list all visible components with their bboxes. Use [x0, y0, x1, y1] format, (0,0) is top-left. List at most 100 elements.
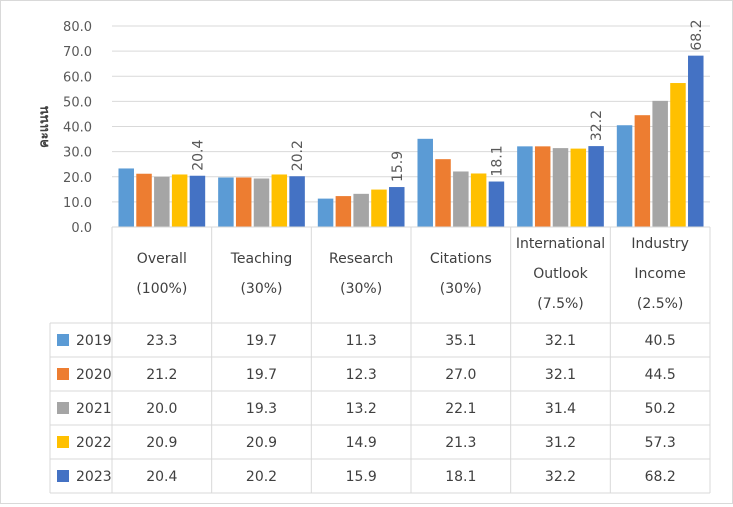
- bar-2019: [118, 168, 134, 227]
- table-value: 40.5: [645, 333, 676, 349]
- table-value: 22.1: [445, 401, 476, 417]
- table-value: 11.3: [346, 333, 377, 349]
- category-label: International: [516, 236, 605, 252]
- table-value: 20.9: [246, 435, 277, 451]
- bar-2020: [634, 115, 651, 227]
- table-value: 12.3: [346, 367, 377, 383]
- bar-2019: [218, 177, 234, 227]
- data-label: 15.9: [390, 151, 406, 182]
- table-value: 32.1: [545, 367, 576, 383]
- table-value: 20.0: [146, 401, 177, 417]
- bar-2023: [389, 187, 405, 227]
- y-tick-label: 40.0: [63, 121, 92, 136]
- legend-key-2023: [57, 470, 69, 482]
- legend-label: 2023: [76, 469, 112, 485]
- table-value: 32.1: [545, 333, 576, 349]
- bar-2020: [534, 146, 551, 227]
- y-tick-label: 20.0: [63, 171, 92, 186]
- bar-2021: [253, 178, 270, 227]
- bar-2022: [171, 174, 188, 227]
- legend-key-2021: [57, 402, 69, 414]
- table-value: 68.2: [645, 469, 676, 485]
- data-label: 32.2: [589, 110, 605, 141]
- table-value: 31.4: [545, 401, 576, 417]
- data-label: 20.4: [190, 139, 206, 170]
- legend-key-2022: [57, 436, 69, 448]
- legend-key-2019: [57, 334, 69, 346]
- bar-2023: [488, 181, 505, 227]
- legend-label: 2019: [76, 333, 112, 349]
- bar-2023: [189, 175, 206, 227]
- category-label: (30%): [340, 281, 382, 297]
- y-tick-label: 80.0: [63, 20, 92, 35]
- category-label: Industry: [631, 236, 689, 252]
- bar-2023: [688, 55, 704, 228]
- bar-2019: [517, 146, 533, 227]
- legend-label: 2020: [76, 367, 112, 383]
- category-label: (30%): [440, 281, 482, 297]
- bar-2020: [235, 177, 252, 227]
- table-value: 27.0: [445, 367, 476, 383]
- bar-2021: [453, 171, 469, 227]
- bar-2021: [652, 100, 668, 227]
- bar-2022: [271, 174, 288, 227]
- bar-2020: [435, 159, 451, 227]
- data-label: 68.2: [689, 19, 705, 50]
- table-value: 20.9: [146, 435, 177, 451]
- y-axis-title: คะแนน: [37, 106, 52, 148]
- table-value: 57.3: [645, 435, 676, 451]
- category-label: Income: [634, 266, 686, 282]
- table-value: 20.4: [146, 469, 177, 485]
- table-value: 50.2: [645, 401, 676, 417]
- legend-label: 2021: [76, 401, 112, 417]
- category-label: (100%): [136, 281, 187, 297]
- bar-2022: [470, 173, 487, 227]
- y-tick-label: 60.0: [63, 70, 92, 85]
- table-value: 20.2: [246, 469, 277, 485]
- bar-2019: [616, 125, 633, 227]
- bar-2020: [136, 173, 152, 227]
- bar-2023: [289, 176, 305, 227]
- bar-2022: [670, 83, 686, 227]
- y-tick-label: 10.0: [63, 196, 92, 211]
- table-value: 15.9: [346, 469, 377, 485]
- y-tick-label: 50.0: [63, 95, 92, 110]
- bar-2023: [588, 146, 604, 227]
- category-label: Research: [329, 251, 393, 267]
- table-value: 35.1: [445, 333, 476, 349]
- category-label: Teaching: [230, 251, 293, 267]
- bar-2019: [317, 198, 334, 227]
- bar-2020: [335, 196, 352, 227]
- bar-2019: [417, 138, 433, 227]
- table-value: 18.1: [445, 469, 476, 485]
- category-label: Overall: [137, 251, 187, 267]
- table-value: 19.3: [246, 401, 277, 417]
- table-value: 31.2: [545, 435, 576, 451]
- table-value: 44.5: [645, 367, 676, 383]
- legend-key-2020: [57, 368, 69, 380]
- category-label: Outlook: [533, 266, 588, 282]
- bar-2022: [371, 189, 387, 227]
- bar-2021: [552, 148, 569, 227]
- bar-2022: [570, 148, 587, 227]
- data-label: 18.1: [489, 145, 505, 176]
- category-label: (7.5%): [537, 296, 584, 312]
- category-label: (2.5%): [637, 296, 684, 312]
- data-label: 20.2: [290, 140, 306, 171]
- table-value: 23.3: [146, 333, 177, 349]
- bar-2021: [353, 193, 369, 227]
- table-value: 19.7: [246, 333, 277, 349]
- y-tick-label: 0.0: [71, 221, 92, 236]
- bar-2021: [154, 176, 170, 227]
- table-value: 13.2: [346, 401, 377, 417]
- y-tick-label: 70.0: [63, 45, 92, 60]
- table-value: 32.2: [545, 469, 576, 485]
- y-tick-label: 30.0: [63, 146, 92, 161]
- table-value: 14.9: [346, 435, 377, 451]
- legend-label: 2022: [76, 435, 112, 451]
- table-value: 21.2: [146, 367, 177, 383]
- table-value: 21.3: [445, 435, 476, 451]
- table-value: 19.7: [246, 367, 277, 383]
